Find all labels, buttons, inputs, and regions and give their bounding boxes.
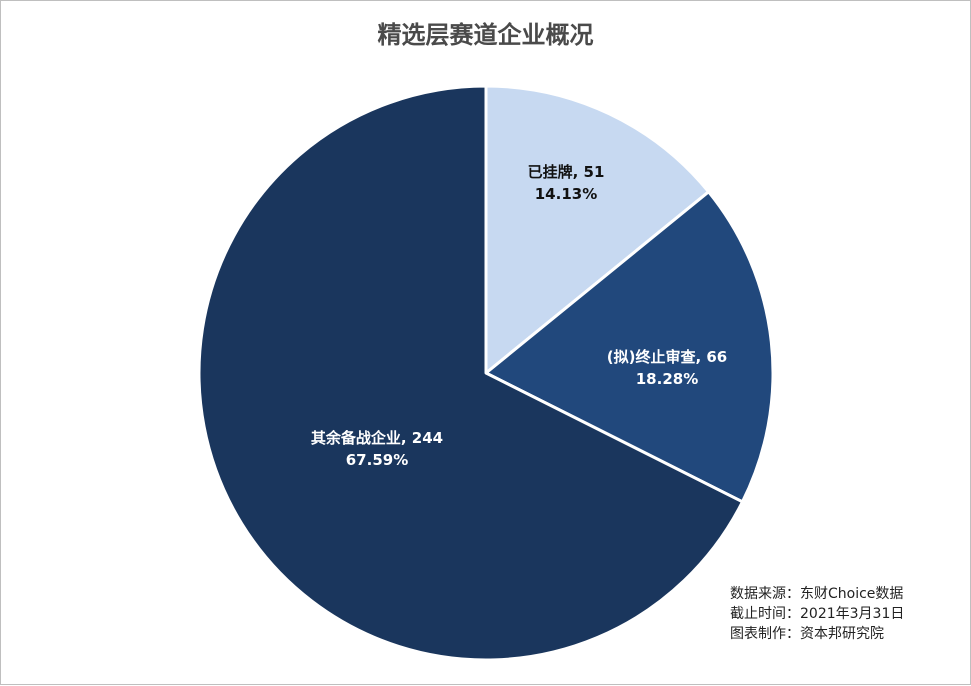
slice-data-label: 其余备战企业, 244 67.59%	[311, 429, 443, 469]
cutoff-date-text: 截止时间：2021年3月31日	[730, 606, 905, 622]
slice-data-label: (拟)终止审查, 66 18.28%	[607, 348, 728, 388]
pie-slice	[484, 84, 711, 375]
pie-slice	[197, 84, 744, 662]
data-source-text: 数据来源：东财Choice数据	[730, 586, 904, 602]
made-by-text: 图表制作：资本邦研究院	[730, 626, 884, 642]
source-note: 数据来源：东财Choice数据 截止时间：2021年3月31日 图表制作：资本邦…	[730, 584, 904, 644]
chart-title: 精选层赛道企业概况	[377, 21, 594, 49]
pie-slice	[484, 190, 775, 504]
slice-data-label: 已挂牌, 51 14.13%	[528, 163, 605, 203]
